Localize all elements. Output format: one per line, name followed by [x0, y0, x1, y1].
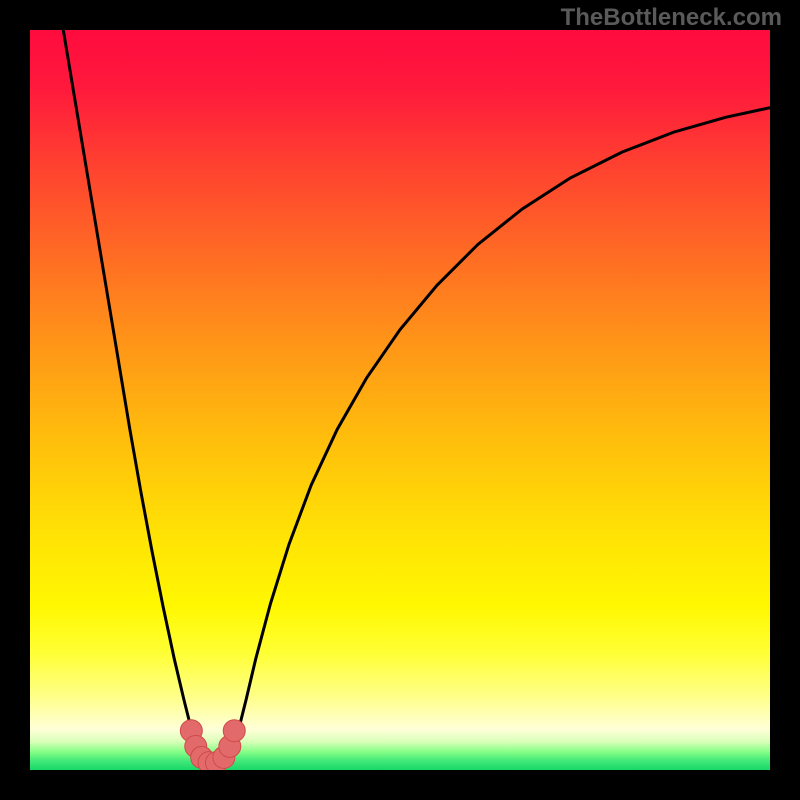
gradient-background — [30, 30, 770, 770]
marker-dot — [223, 720, 245, 742]
watermark-text: TheBottleneck.com — [561, 4, 782, 32]
figure-container: TheBottleneck.com — [0, 0, 800, 800]
plot-area — [30, 30, 770, 770]
chart-svg — [30, 30, 770, 770]
